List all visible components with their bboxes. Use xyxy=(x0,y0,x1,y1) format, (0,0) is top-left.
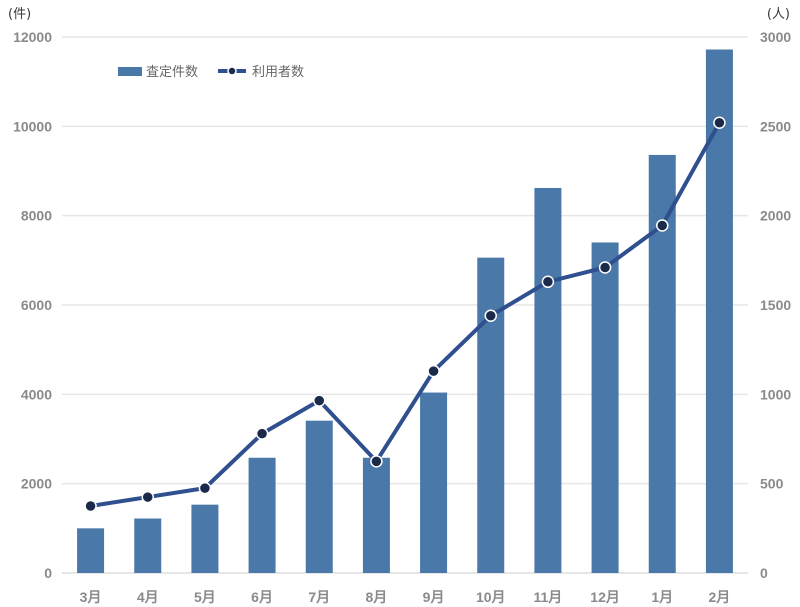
legend-line-label: 利用者数 xyxy=(252,65,304,80)
right-axis-unit: (人) xyxy=(767,7,790,22)
line-path xyxy=(88,120,722,508)
legend: 査定件数 利用者数 xyxy=(118,65,304,80)
bar xyxy=(362,457,390,573)
gridlines xyxy=(62,36,748,574)
right-axis-tick-label: 1000 xyxy=(760,386,791,402)
line-point xyxy=(255,427,269,440)
legend-bar-label: 査定件数 xyxy=(146,65,198,80)
right-axis-tick-label: 500 xyxy=(760,476,784,492)
x-axis-tick-label: 4月 xyxy=(137,589,159,605)
x-axis-tick-label: 3月 xyxy=(80,589,102,605)
x-axis-tick-label: 8月 xyxy=(366,589,388,605)
bar xyxy=(248,457,276,573)
x-axis-tick-label: 6月 xyxy=(251,589,273,605)
right-axis-tick-label: 2500 xyxy=(760,118,791,134)
left-axis-tick-label: 12000 xyxy=(13,29,52,45)
left-axis-tick-label: 4000 xyxy=(21,386,52,402)
x-axis-tick-label: 9月 xyxy=(423,589,445,605)
x-axis-tick-label: 12月 xyxy=(590,589,620,605)
x-axis-tick-label: 11月 xyxy=(534,589,563,605)
line-point xyxy=(713,116,726,130)
x-axis-tick-label: 5月 xyxy=(194,589,216,605)
legend-line-marker xyxy=(227,66,237,76)
line-point xyxy=(484,309,497,322)
line-point xyxy=(313,394,326,407)
x-axis-tick-label: 2月 xyxy=(709,589,731,605)
bar xyxy=(191,504,219,573)
legend-bar-swatch xyxy=(118,67,142,76)
right-axis-tick-label: 3000 xyxy=(760,29,791,45)
x-axis-tick-label: 10月 xyxy=(476,589,506,605)
bar xyxy=(134,518,162,573)
left-axis-tick-label: 10000 xyxy=(13,118,52,134)
right-axis-tick-label: 0 xyxy=(760,565,768,581)
left-axis-tick-label: 0 xyxy=(44,565,52,581)
line-point xyxy=(598,261,612,274)
x-axis-tick-label: 1月 xyxy=(651,589,673,605)
line-point xyxy=(84,499,97,513)
line-series xyxy=(84,116,726,513)
bar xyxy=(420,392,448,573)
line-point xyxy=(427,364,440,378)
bar xyxy=(591,242,619,573)
right-axis-tick-label: 1500 xyxy=(760,297,791,313)
bar xyxy=(477,257,505,573)
bar xyxy=(534,187,562,573)
left-axis-unit: (件) xyxy=(8,7,31,22)
line-point xyxy=(541,275,555,289)
bar xyxy=(77,528,105,573)
left-axis-tick-label: 2000 xyxy=(21,476,52,492)
bar xyxy=(648,154,676,574)
left-axis-tick-label: 6000 xyxy=(21,297,52,313)
bar xyxy=(305,420,333,573)
line-point xyxy=(656,219,669,232)
x-axis-tick-label: 7月 xyxy=(308,589,330,605)
line-point xyxy=(141,490,154,504)
line-point xyxy=(198,481,212,495)
left-axis-tick-label: 8000 xyxy=(21,208,52,224)
right-axis-tick-label: 2000 xyxy=(760,208,791,224)
line-point xyxy=(370,455,383,468)
axes: (件) (人) 0 0 2000 500 4000 1000 6000 1500 8000 200… xyxy=(8,7,791,605)
